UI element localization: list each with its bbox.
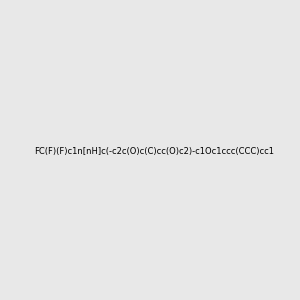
Text: FC(F)(F)c1n[nH]c(-c2c(O)c(C)cc(O)c2)-c1Oc1ccc(CCC)cc1: FC(F)(F)c1n[nH]c(-c2c(O)c(C)cc(O)c2)-c1O… (34, 147, 274, 156)
